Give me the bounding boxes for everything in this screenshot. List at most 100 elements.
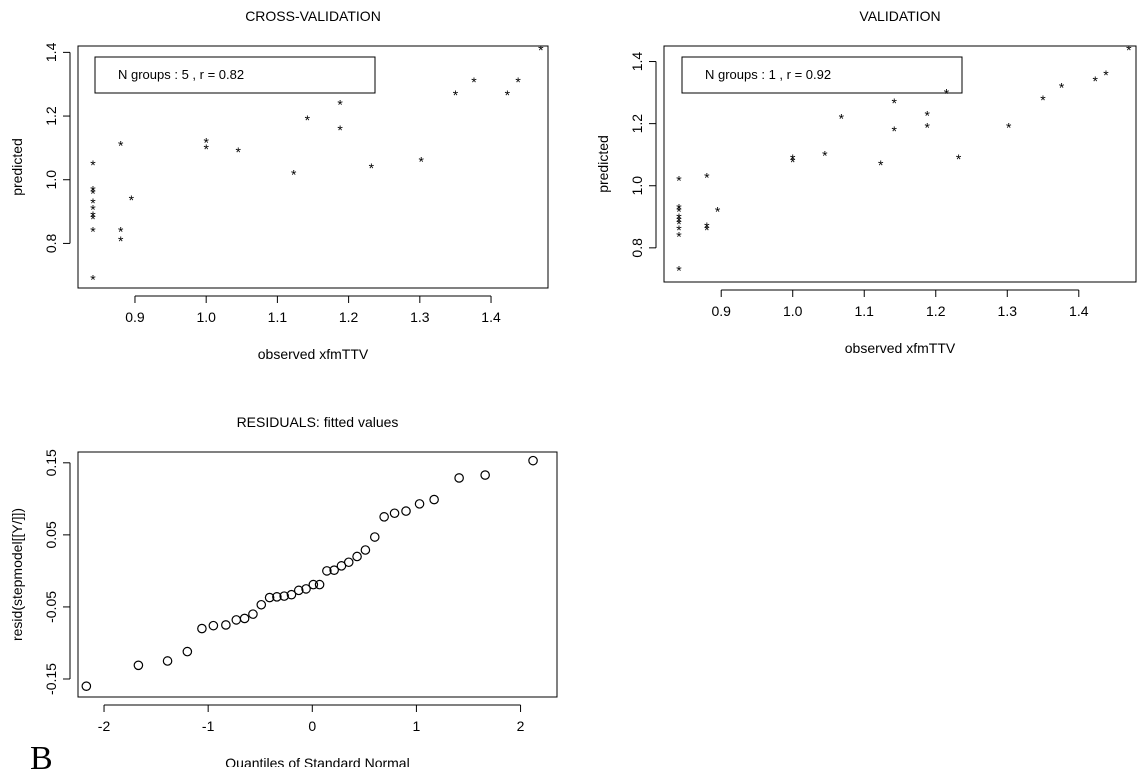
data-point: * (790, 151, 796, 167)
data-point: * (90, 224, 96, 240)
data-point: * (453, 87, 459, 103)
chart-title: VALIDATION (859, 8, 940, 24)
data-point: * (704, 169, 710, 185)
data-point: * (90, 208, 96, 224)
chart-panel-3: RESIDUALS: fitted values -2 -1 0 1 2 Quantiles… (9, 414, 558, 767)
data-point: * (505, 87, 511, 103)
data-point: * (337, 122, 343, 138)
data-point: * (118, 224, 124, 240)
data-point: * (1126, 42, 1132, 58)
x-tick-label: 1.1 (855, 303, 875, 319)
x-tick-label: 1.0 (196, 309, 216, 325)
data-points: *************** ****** ****** (90, 42, 544, 287)
data-point: * (1040, 92, 1046, 108)
data-point (182, 646, 193, 657)
data-point: * (90, 201, 96, 217)
data-point: * (676, 213, 682, 229)
data-point: * (676, 222, 682, 238)
y-tick-label: 1.2 (629, 114, 645, 134)
data-point (208, 620, 219, 631)
data-point (322, 566, 332, 576)
y-tick-label: 1.2 (43, 106, 59, 126)
x-tick-label: 1.2 (926, 303, 946, 319)
data-point: * (924, 107, 930, 123)
x-tick-label: 0.9 (125, 309, 145, 325)
data-point: * (944, 86, 950, 102)
chart-title: RESIDUALS: fitted values (237, 414, 399, 430)
data-point: * (471, 74, 477, 90)
data-point: * (676, 200, 682, 216)
data-point: * (90, 195, 96, 211)
data-point (286, 589, 297, 600)
data-point: * (924, 120, 930, 136)
x-axis: -2 -1 0 1 2 Quantiles of Standard Normal (98, 704, 525, 767)
data-point: * (892, 123, 898, 139)
x-tick-label: 1.3 (410, 309, 430, 325)
data-point (480, 470, 490, 480)
stats-box-text: N groups : 1 , r = 0.92 (705, 67, 831, 82)
x-axis: 0.9 1.0 1.1 1.2 1.3 1.4 observed xfmTTV (711, 289, 1089, 356)
data-point (369, 532, 380, 542)
data-point (231, 615, 242, 625)
y-tick-label: 1.0 (43, 170, 59, 190)
plot-frame (77, 45, 549, 289)
data-point (352, 551, 362, 562)
y-axis: -0.15 -0.05 0.05 0.15 resid(stepmodel[[Y/]]) (9, 449, 71, 695)
y-axis: 0.8 1.0 1.2 1.4 predicted (595, 52, 657, 258)
data-point (221, 620, 231, 630)
data-point: * (90, 271, 96, 287)
y-tick-label: 0.05 (43, 521, 59, 548)
x-tick-label: 0.9 (711, 303, 731, 319)
data-point: * (878, 157, 884, 173)
data-point: * (419, 154, 425, 170)
data-point (279, 591, 289, 601)
data-point: * (203, 135, 209, 151)
data-point: * (822, 148, 828, 164)
stats-box-text: N groups : 5 , r = 0.82 (118, 67, 244, 82)
data-point: * (515, 74, 521, 90)
data-point: * (1093, 73, 1099, 89)
data-point: * (704, 219, 710, 235)
x-tick-label: 2 (517, 718, 525, 734)
y-axis-label: predicted (595, 135, 611, 193)
y-tick-label: 0.15 (43, 449, 59, 476)
data-point: * (892, 95, 898, 111)
y-axis: 0.8 1.0 1.2 1.4 predicted (9, 42, 71, 253)
data-point: * (956, 151, 962, 167)
data-point: * (676, 204, 682, 220)
x-tick-label: 1 (413, 718, 421, 734)
data-points (81, 455, 538, 691)
chart-panel-2: VALIDATION 0.9 1.0 1.1 1.2 1.3 1.4 observed xfm… (595, 8, 1137, 356)
data-point: * (676, 210, 682, 226)
data-point: * (676, 228, 682, 244)
data-point (314, 579, 325, 590)
data-point: * (90, 182, 96, 198)
data-point (379, 512, 389, 522)
data-point (81, 681, 92, 691)
data-points: *************** ************ * ** (676, 42, 1132, 278)
y-tick-label: 0.8 (43, 233, 59, 253)
data-point (197, 623, 207, 634)
data-point (360, 545, 371, 555)
x-axis-label: observed xfmTTV (845, 340, 956, 356)
data-point (429, 494, 439, 505)
chart-title: CROSS-VALIDATION (245, 8, 381, 24)
data-point (308, 579, 319, 590)
data-point: * (676, 216, 682, 232)
y-tick-label: 1.4 (43, 42, 59, 62)
x-tick-label: 0 (308, 718, 316, 734)
data-point (343, 557, 354, 568)
stats-box (681, 56, 963, 94)
data-point: * (715, 204, 721, 220)
data-point (293, 585, 304, 596)
y-tick-label: -0.05 (43, 591, 59, 623)
data-point: * (291, 166, 297, 182)
y-axis-label: resid(stepmodel[[Y/]]) (9, 508, 25, 641)
y-tick-label: -0.15 (43, 663, 59, 695)
data-point: * (1059, 79, 1065, 95)
x-tick-label: -1 (202, 718, 215, 734)
plot-frame (77, 451, 558, 698)
data-point: * (538, 42, 544, 58)
data-point (133, 660, 144, 671)
